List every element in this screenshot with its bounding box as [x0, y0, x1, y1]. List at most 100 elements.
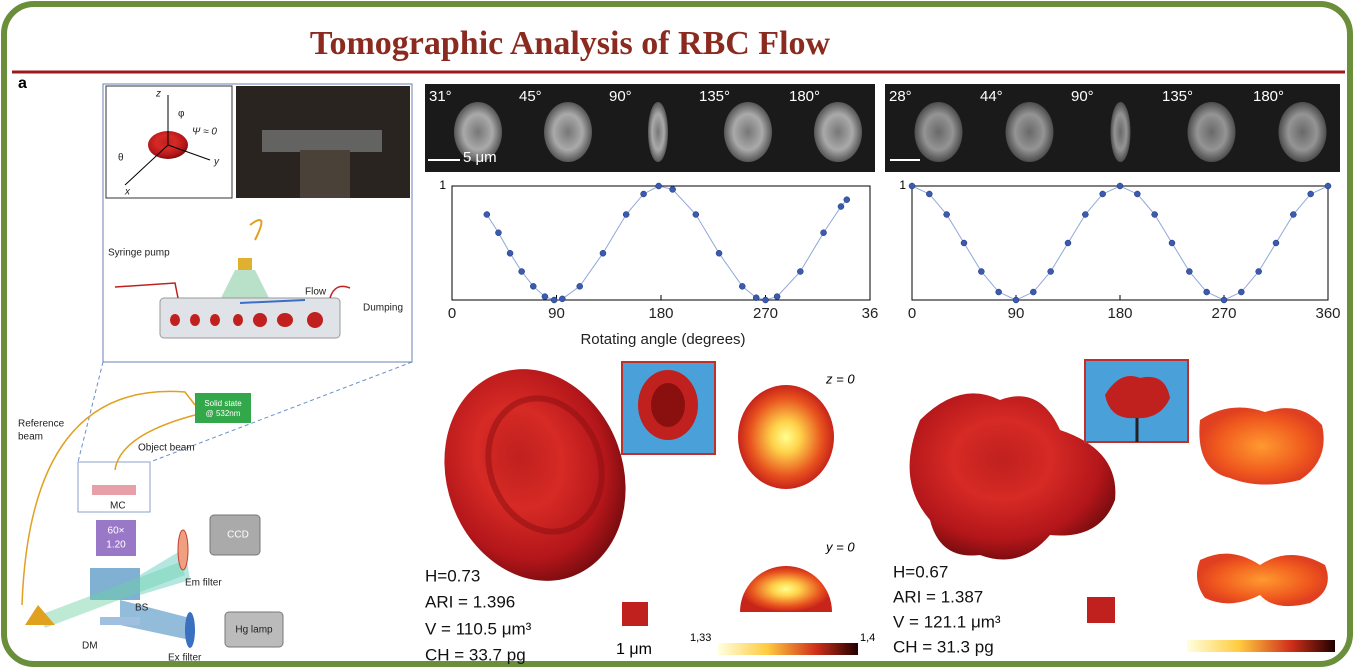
light-source	[238, 258, 252, 270]
data-point	[1238, 289, 1244, 295]
angle-label: 180°	[789, 88, 820, 105]
data-point	[821, 230, 827, 236]
x-tick-label: 270	[1211, 305, 1236, 322]
data-point	[1186, 269, 1192, 275]
data-point	[1152, 212, 1158, 218]
x-tick-label: 360	[1315, 305, 1340, 322]
data-point	[838, 204, 844, 210]
laser-label: Solid state	[204, 399, 242, 408]
data-point	[600, 250, 606, 256]
colorbar-label: 1,4	[860, 632, 875, 644]
x-tick-label: 36	[862, 305, 879, 322]
data-point	[1134, 191, 1140, 197]
optics-label: DM	[82, 641, 98, 652]
x-axis-label: Rotating angle (degrees)	[580, 331, 745, 348]
x-tick-label: 270	[753, 305, 778, 322]
data-point	[495, 230, 501, 236]
data-point	[774, 294, 780, 300]
data-point	[716, 250, 722, 256]
colorbar	[1187, 640, 1335, 652]
data-point	[670, 186, 676, 192]
optics-label: Hg lamp	[235, 625, 273, 636]
angle-label: 90°	[609, 88, 632, 105]
data-point	[1290, 212, 1296, 218]
data-point	[577, 283, 583, 289]
data-point	[797, 269, 803, 275]
axis-label: θ	[118, 153, 124, 164]
data-point	[909, 183, 915, 189]
section-label: y = 0	[825, 539, 855, 554]
data-point	[1117, 183, 1123, 189]
data-point	[641, 191, 647, 197]
photo-objective	[300, 150, 350, 198]
cell-image	[724, 102, 772, 162]
data-point	[507, 250, 513, 256]
stat: CH = 31.3 pg	[893, 637, 994, 656]
optics-label: Ex filter	[168, 653, 202, 664]
data-point	[739, 283, 745, 289]
data-point	[944, 212, 950, 218]
axis-label: y	[213, 157, 220, 168]
axis-label: φ	[178, 109, 185, 120]
data-point	[1204, 289, 1210, 295]
rbc-model	[651, 383, 685, 427]
data-point	[753, 295, 759, 301]
angle-label: 28°	[889, 88, 912, 105]
x-tick-label: 90	[1008, 305, 1025, 322]
data-point	[1082, 212, 1088, 218]
em-filter	[178, 530, 188, 570]
angle-label: 90°	[1071, 88, 1094, 105]
data-point	[926, 191, 932, 197]
cell-image	[1188, 102, 1236, 162]
stat: CH = 33.7 pg	[425, 645, 526, 664]
x-tick-label: 0	[908, 305, 916, 322]
colorbar-label: 1,33	[690, 632, 711, 644]
axis-label: x	[124, 187, 131, 198]
optics-label: CCD	[227, 530, 249, 541]
data-point	[530, 283, 536, 289]
data-point	[623, 212, 629, 218]
data-point	[1169, 240, 1175, 246]
data-point	[1013, 297, 1019, 303]
cell-image	[1279, 102, 1327, 162]
data-point	[1100, 191, 1106, 197]
stat: ARI = 1.396	[425, 592, 515, 611]
data-point	[1325, 183, 1331, 189]
angle-label: 135°	[1162, 88, 1193, 105]
scale-cube	[622, 602, 648, 626]
scale-cube	[1087, 597, 1115, 623]
stat: ARI = 1.387	[893, 587, 983, 606]
optics-label: Em filter	[185, 578, 222, 589]
section-z	[1199, 408, 1323, 485]
dm	[100, 617, 140, 625]
data-point	[1256, 269, 1262, 275]
y-tick-label: 1	[439, 178, 446, 192]
laser-label: @ 532nm	[206, 409, 241, 418]
stat: H=0.73	[425, 566, 480, 585]
axis-label: z	[155, 89, 161, 100]
optics-label: Object beam	[138, 443, 195, 454]
x-tick-label: 0	[448, 305, 456, 322]
setup-label: Syringe pump	[108, 248, 170, 259]
data-point	[1273, 240, 1279, 246]
cell-image	[1006, 102, 1054, 162]
angle-label: 45°	[519, 88, 542, 105]
optics-label: 60×	[108, 526, 125, 537]
data-point	[559, 296, 565, 302]
panel-letter: a	[18, 75, 27, 92]
optics-label: BS	[135, 603, 149, 614]
data-point	[519, 269, 525, 275]
x-tick-label: 180	[648, 305, 673, 322]
angle-label: 180°	[1253, 88, 1284, 105]
slide-title: Tomographic Analysis of RBC Flow	[310, 25, 831, 62]
stat: V = 110.5 μm³	[425, 619, 532, 638]
cube-label: 1 μm	[616, 641, 652, 658]
data-point	[844, 197, 850, 203]
stat: V = 121.1 μm³	[893, 612, 1001, 631]
setup-label: Dumping	[363, 303, 403, 314]
cell-image	[814, 102, 862, 162]
section-label: z = 0	[825, 371, 855, 386]
y-tick-label: 1	[899, 178, 906, 192]
data-point	[1030, 289, 1036, 295]
data-point	[1065, 240, 1071, 246]
